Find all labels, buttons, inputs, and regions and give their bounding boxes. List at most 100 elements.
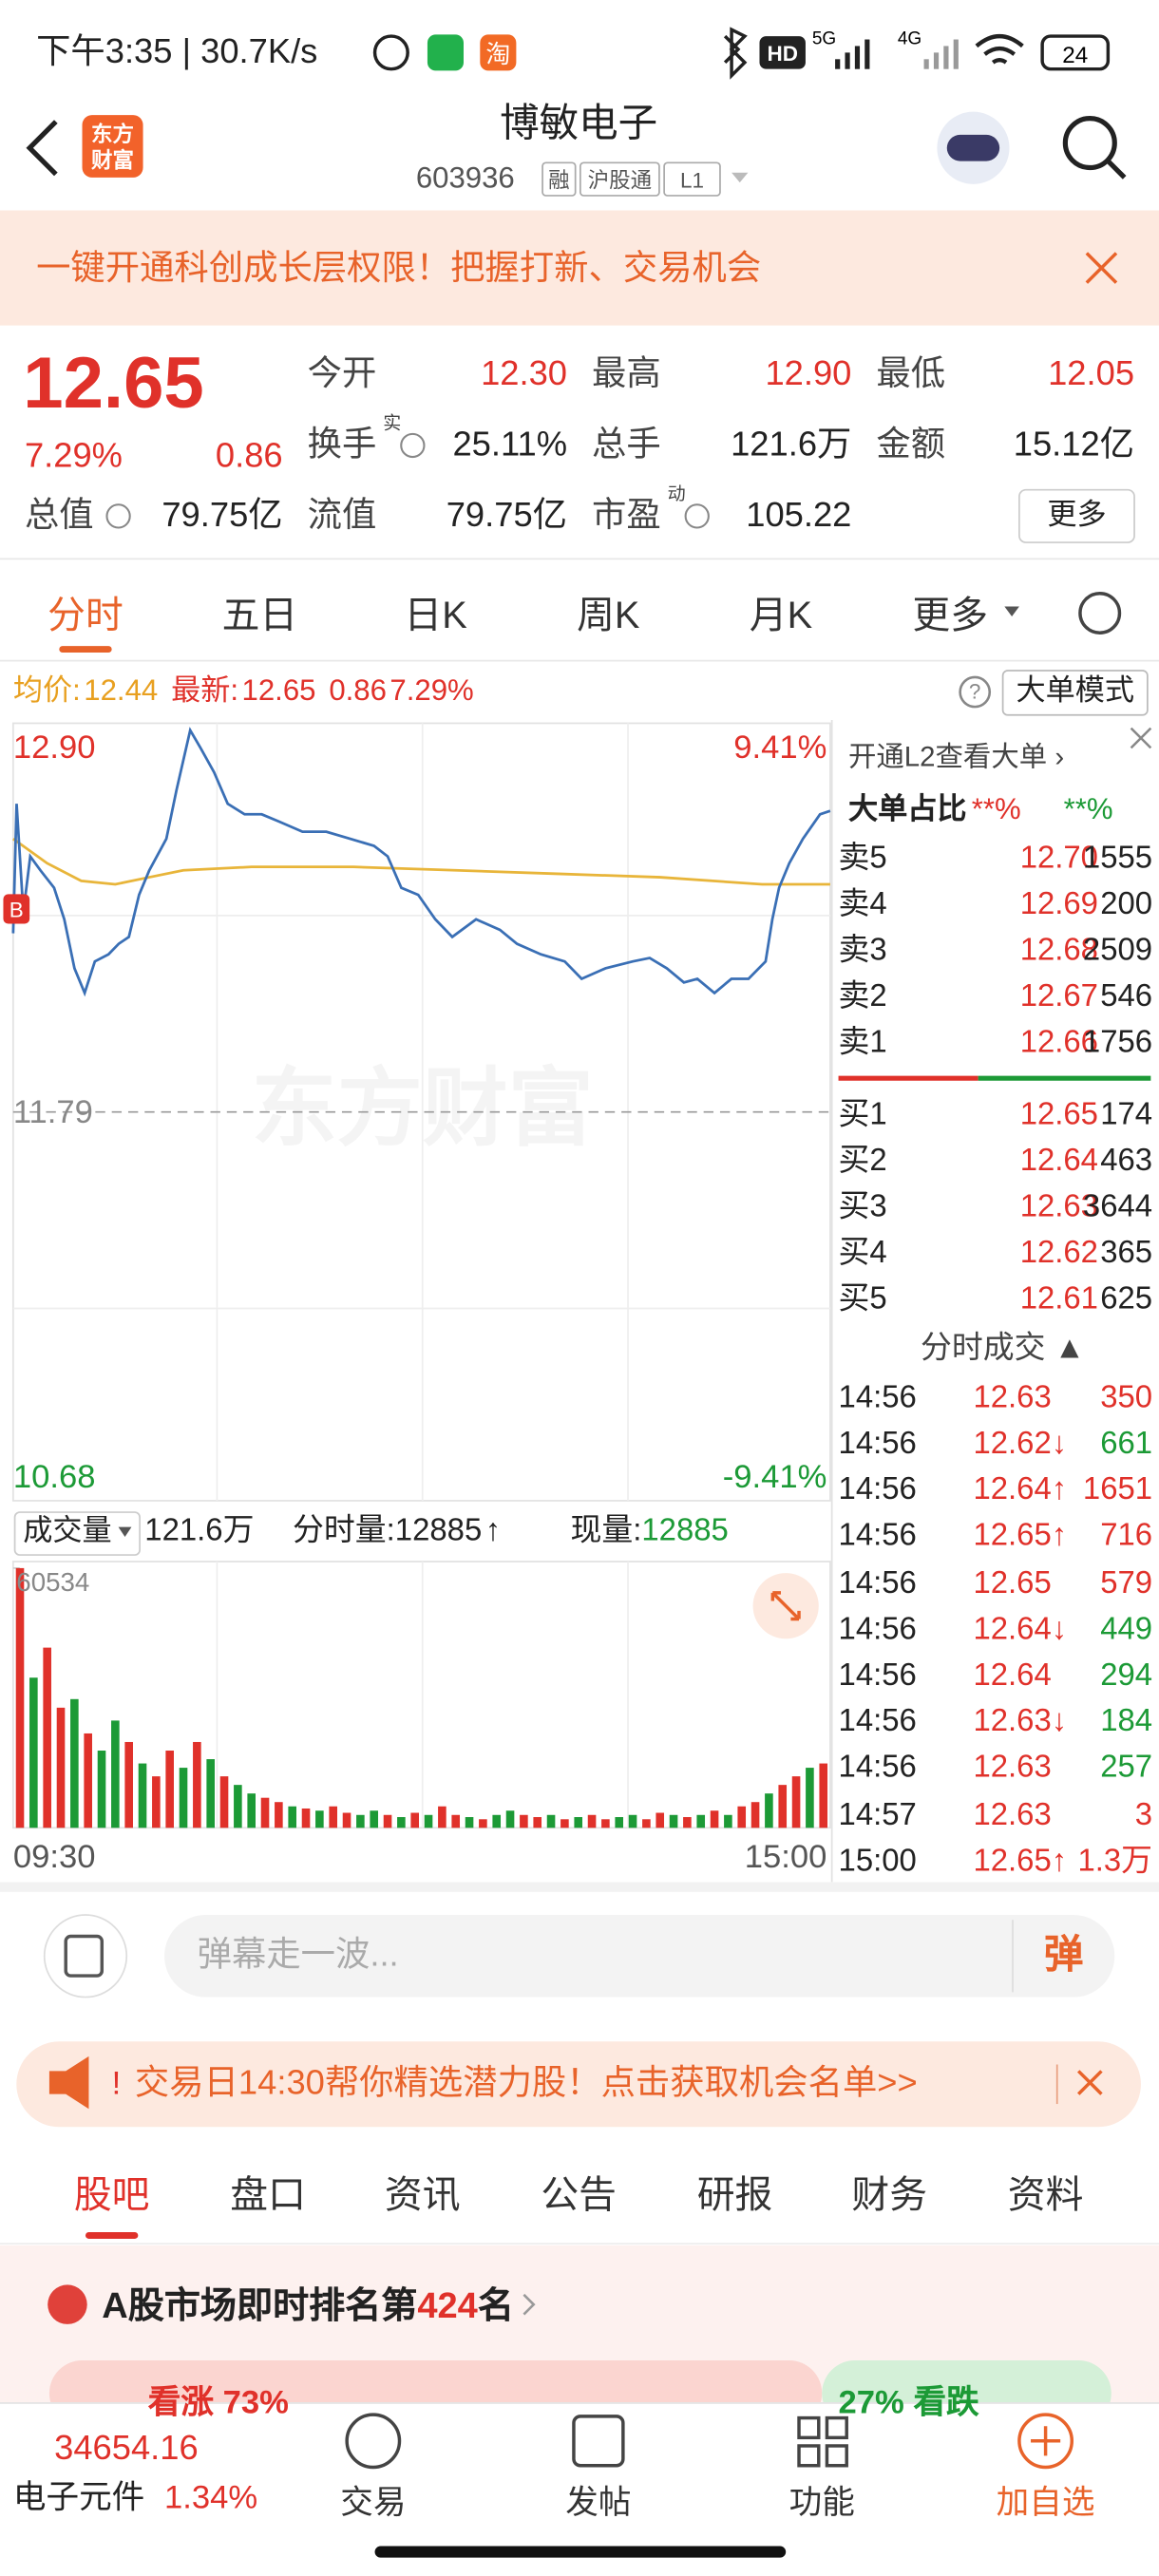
nav-item[interactable]: 发帖 (565, 2485, 632, 2522)
danmu-input[interactable] (164, 1915, 1115, 1998)
danmu-placeholder[interactable]: 弹幕走一波... (197, 1937, 399, 1975)
nav-item[interactable]: 功能 (788, 2485, 855, 2522)
volume-total: 121.6万 (144, 1513, 255, 1548)
trade-time: 14:56 (838, 1704, 917, 1740)
tag: 融 (548, 168, 569, 192)
panel-close[interactable] (1130, 727, 1152, 749)
back-button[interactable] (26, 120, 58, 177)
info-item: 12.65 (241, 674, 316, 708)
volume-bar (683, 1817, 692, 1828)
more-label[interactable]: 更多 (1047, 499, 1107, 532)
bull-label: 看涨 73% (147, 2384, 289, 2422)
taobao-icon (480, 34, 517, 71)
sub-tab[interactable]: 股吧 (73, 2172, 150, 2216)
trade-icon (345, 2413, 402, 2470)
volume-bar (193, 1741, 201, 1828)
volume-bar (505, 1810, 515, 1828)
phone-icon (427, 34, 465, 71)
more-button[interactable] (1018, 488, 1135, 543)
trade-time: 14:56 (838, 1565, 917, 1601)
trade-time: 14:56 (838, 1380, 917, 1415)
sub-tab[interactable]: 资料 (1007, 2172, 1084, 2216)
banner-text[interactable]: 一键开通科创成长层权限！把握打新、交易机会 (36, 250, 762, 289)
volume-bar (70, 1698, 79, 1828)
trade-price: 12.64↑ (973, 1472, 1068, 1508)
robot-face (946, 134, 1000, 161)
volume-bar (587, 1814, 597, 1828)
trade-price: 12.63 (973, 1797, 1052, 1832)
help-button[interactable] (959, 675, 992, 709)
ranking-number: 424 (417, 2283, 478, 2325)
field-value: 12.30 (481, 355, 568, 394)
home-indicator (374, 2546, 787, 2558)
change-pct: 7.29% (24, 437, 124, 476)
book-price: 12.63 (1019, 1189, 1098, 1224)
volume-bar (124, 1741, 133, 1828)
trade-qty: 1.3万 (1077, 1844, 1153, 1879)
volume-bar (288, 1806, 296, 1828)
tab[interactable]: 分时 (48, 593, 124, 636)
time-label: 15:00 (744, 1839, 827, 1876)
tab[interactable]: 五日 (221, 593, 298, 636)
settings-button[interactable] (1078, 591, 1122, 635)
sub-tab[interactable]: 公告 (541, 2172, 617, 2216)
volume-bar (479, 1819, 487, 1828)
y-tick-label: 11.79 (12, 1093, 93, 1130)
sub-tab[interactable]: 财务 (851, 2172, 928, 2216)
volume-bar (710, 1810, 719, 1828)
sub-tab[interactable]: 资讯 (384, 2172, 461, 2216)
banner-close[interactable] (1085, 252, 1118, 284)
nav-item[interactable]: 交易 (340, 2485, 407, 2522)
volume-bar (56, 1707, 66, 1828)
alarm-icon (372, 34, 409, 71)
trade-time: 14:56 (838, 1426, 917, 1462)
price-line (11, 727, 831, 997)
stock-code: 603936 (415, 161, 515, 195)
field-value: 105.22 (746, 497, 852, 535)
field-sup: 动 (667, 485, 686, 505)
danmu-button[interactable]: 弹 (1043, 1933, 1084, 1979)
battery-level: 24 (1062, 43, 1088, 68)
change: 0.86 (215, 437, 283, 476)
book-price: 12.64 (1019, 1143, 1098, 1179)
volume-bar (234, 1785, 242, 1828)
ad-close[interactable] (1076, 2070, 1103, 2095)
mode-button[interactable] (1001, 670, 1149, 716)
tab[interactable]: 日K (404, 593, 467, 636)
book-price: 12.67 (1019, 978, 1098, 1014)
volume-bar (819, 1763, 828, 1828)
danmu-icon-shape (64, 1934, 104, 1978)
tab-indicator (59, 646, 112, 653)
danmu-icon[interactable] (43, 1914, 128, 1998)
info-item: 均价: (12, 674, 81, 708)
info-icon (400, 432, 426, 459)
nav-item[interactable]: 加自选 (996, 2485, 1095, 2522)
ad-bg[interactable] (16, 2041, 1141, 2128)
field-label: 总手 (591, 426, 661, 464)
volume-selector[interactable] (13, 1511, 141, 1556)
taobao-label: 淘 (485, 41, 510, 68)
volume-label[interactable]: 成交量 (23, 1514, 112, 1548)
tab[interactable]: 月K (749, 593, 813, 636)
ad-text[interactable]: 交易日14:30帮你精选潜力股！点击获取机会名单>> (134, 2065, 918, 2103)
field-label: 金额 (876, 426, 946, 464)
tab[interactable]: 周K (577, 593, 640, 636)
buy-marker-box (3, 894, 30, 924)
l2-link[interactable]: 开通L2查看大单 › (847, 741, 1065, 773)
mode-label[interactable]: 大单模式 (1016, 674, 1135, 708)
volume-bar (492, 1814, 502, 1828)
tick-volume: 分时量:12885 (293, 1513, 483, 1548)
expand-icon (770, 1591, 801, 1621)
logo (82, 115, 143, 178)
field-value: 15.12亿 (1013, 426, 1135, 464)
search-button[interactable] (1062, 116, 1117, 171)
volume-bar (642, 1819, 651, 1828)
sub-tab[interactable]: 研报 (696, 2172, 773, 2216)
book-label: 买2 (838, 1143, 887, 1179)
tab[interactable]: 更多 (912, 593, 989, 636)
sub-tab[interactable]: 盘口 (230, 2172, 306, 2216)
volume-bar (301, 1808, 311, 1828)
logo-text: 东方 (91, 122, 134, 146)
volume-bar (356, 1814, 365, 1828)
ranking-text[interactable]: A股市场即时排名第 (102, 2283, 418, 2325)
